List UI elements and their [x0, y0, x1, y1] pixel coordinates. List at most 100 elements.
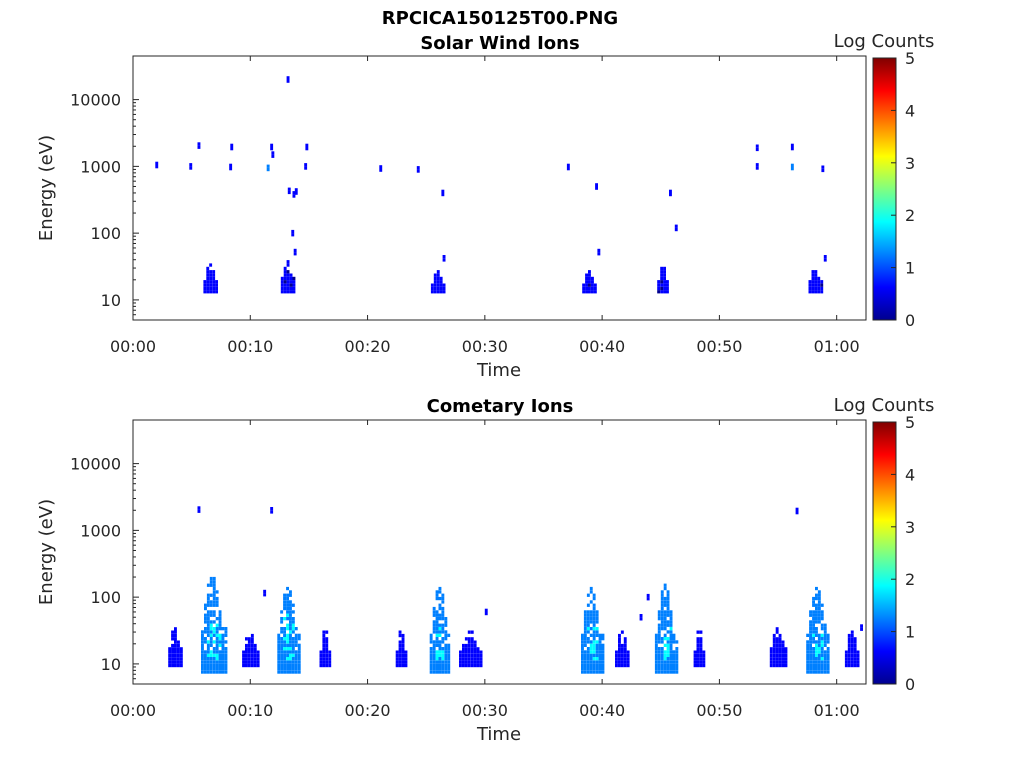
heatmap-cell [212, 576, 216, 581]
heatmap-cell [812, 663, 815, 667]
heatmap-cell [808, 280, 812, 284]
heatmap-cell [204, 667, 207, 671]
heatmap-cell [250, 653, 254, 658]
heatmap-cell [280, 647, 284, 651]
heatmap-cell [826, 663, 830, 667]
heatmap-cell [218, 653, 222, 657]
heatmap-cell [263, 589, 267, 594]
heatmap-cell [206, 650, 210, 654]
heatmap-cell [319, 653, 323, 658]
heatmap-cell [286, 660, 289, 664]
heatmap-cell [657, 660, 661, 664]
heatmap-cell [224, 663, 228, 667]
heatmap-cell [660, 650, 664, 654]
heatmap-cell [812, 617, 815, 621]
heatmap-cell [618, 633, 621, 638]
heatmap-cell [666, 613, 670, 617]
heatmap-cell [775, 637, 779, 641]
heatmap-cell [444, 650, 448, 654]
heatmap-cell [435, 593, 439, 597]
heatmap-cell [325, 647, 329, 651]
heatmap-cell [592, 637, 596, 641]
heatmap-cell [615, 663, 618, 668]
heatmap-cell [618, 663, 621, 668]
heatmap-cell [595, 640, 599, 644]
heatmap-cell [247, 640, 251, 644]
heatmap-cell [826, 637, 830, 641]
heatmap-cell [201, 643, 204, 647]
heatmap-cell [201, 657, 204, 661]
heatmap-cell [209, 610, 213, 614]
heatmap-cell [444, 630, 448, 634]
heatmap-cell [675, 650, 679, 654]
heatmap-cell [583, 640, 587, 644]
heatmap-cell [784, 650, 788, 654]
heatmap-cell [441, 606, 445, 611]
heatmap-cell [693, 650, 697, 654]
heatmap-cell [598, 653, 602, 657]
heatmap-cell [438, 663, 442, 667]
heatmap-cell [812, 637, 815, 641]
heatmap-cell [209, 603, 213, 607]
heatmap-cell [820, 657, 824, 661]
heatmap-cell [441, 650, 445, 654]
heatmap-cell [435, 623, 439, 627]
heatmap-cell [595, 667, 599, 671]
heatmap-cell [666, 667, 670, 671]
heatmap-cell [289, 290, 293, 294]
heatmap-cell [586, 640, 590, 644]
heatmap-cell [206, 630, 210, 634]
heatmap-cell [212, 290, 216, 294]
heatmap-cell [586, 647, 590, 651]
heatmap-cell [850, 653, 854, 658]
heatmap-cell [598, 643, 602, 647]
heatmap-cell [277, 633, 281, 637]
heatmap-cell [242, 663, 245, 668]
heatmap-cell [398, 630, 402, 634]
heatmap-cell [459, 660, 462, 664]
heatmap-cell [280, 657, 284, 661]
heatmap-cell [623, 657, 627, 661]
heatmap-cell [654, 637, 658, 641]
heatmap-cell [322, 660, 326, 664]
heatmap-cell [672, 660, 676, 664]
heatmap-cell [669, 613, 673, 617]
heatmap-cell [620, 643, 624, 648]
heatmap-cell [439, 290, 443, 294]
heatmap-cell [817, 647, 821, 651]
heatmap-cell [589, 627, 593, 631]
heatmap-cell [224, 627, 228, 631]
heatmap-cell [696, 630, 700, 634]
heatmap-cell [815, 640, 818, 644]
heatmap-cell [212, 613, 216, 617]
heatmap-cell [277, 637, 281, 641]
heatmap-cell [588, 273, 591, 277]
heatmap-cell [206, 623, 210, 627]
heatmap-cell [435, 660, 439, 664]
heatmap-cell [319, 657, 323, 661]
heatmap-cell [817, 633, 821, 637]
heatmap-cell [473, 660, 477, 664]
heatmap-cell [815, 670, 818, 674]
heatmap-cell [696, 643, 700, 648]
x-tick-label: 00:50 [696, 701, 742, 720]
heatmap-cell [432, 663, 436, 667]
heatmap-cell [850, 640, 854, 644]
heatmap-cell [206, 276, 210, 281]
heatmap-cell [438, 650, 442, 654]
heatmap-cell [778, 637, 782, 641]
heatmap-cell [206, 617, 210, 621]
heatmap-cell [589, 650, 593, 654]
heatmap-cell [615, 660, 618, 664]
heatmap-cell [201, 650, 204, 654]
heatmap-cell [790, 147, 794, 151]
heatmap-cell [806, 657, 810, 661]
heatmap-cell [781, 647, 785, 651]
heatmap-cell [401, 663, 405, 668]
heatmap-cell [215, 627, 219, 631]
heatmap-cell [283, 647, 286, 651]
heatmap-cell [289, 653, 292, 657]
heatmap-cell [291, 233, 295, 237]
heatmap-cell [823, 640, 827, 644]
